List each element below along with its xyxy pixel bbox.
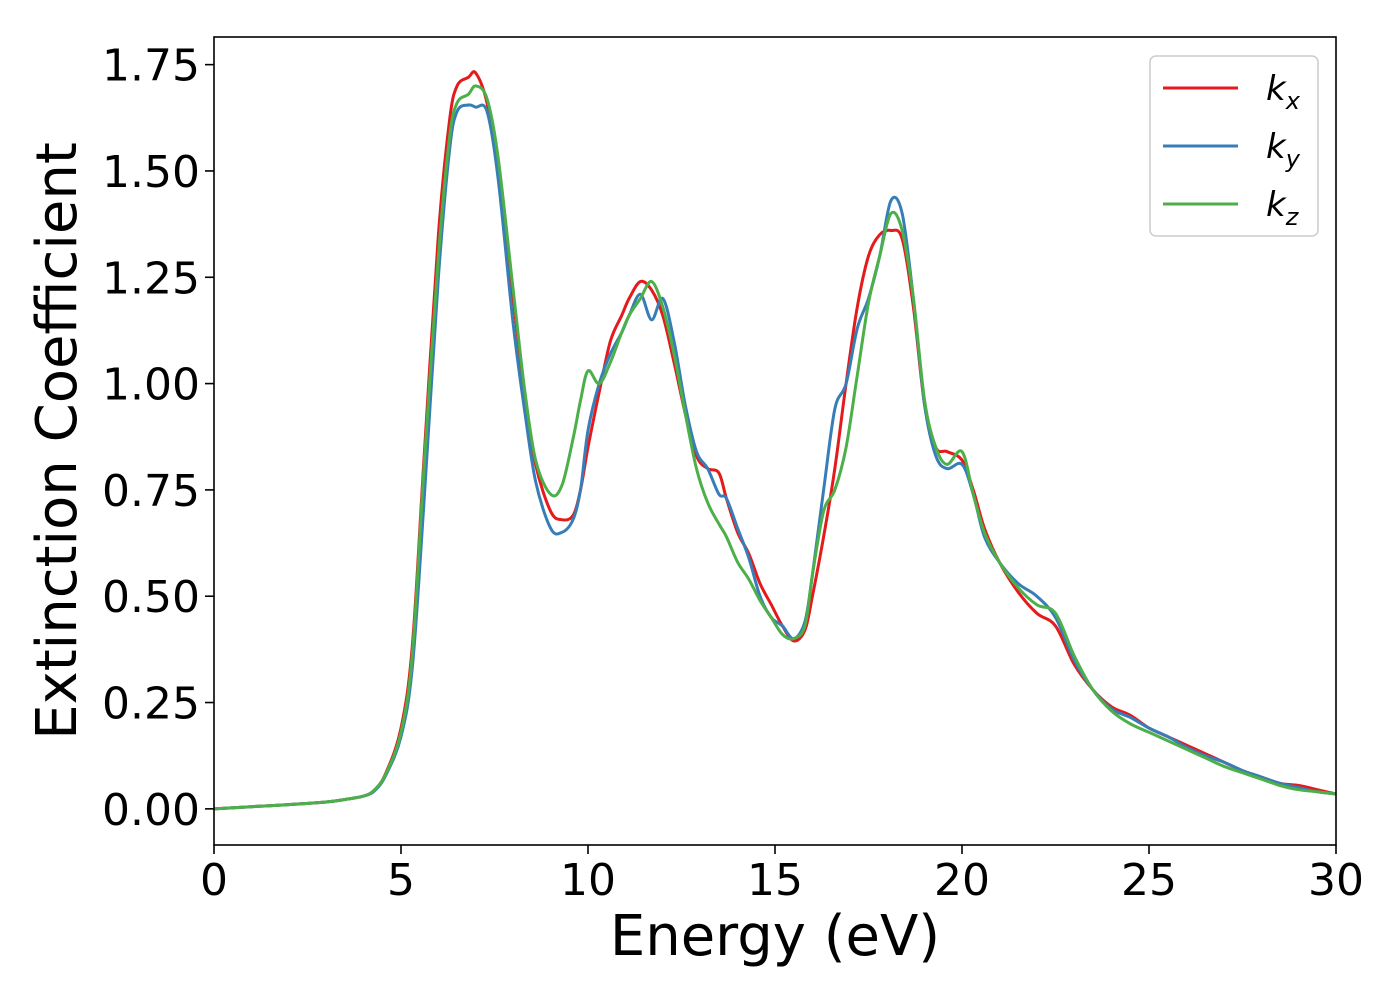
x-axis: 0 5 10 15 20 25 30 [200, 845, 1364, 906]
x-tick-label: 30 [1308, 855, 1364, 906]
y-tick-label: 0.00 [102, 785, 200, 836]
y-tick-label: 0.75 [102, 466, 200, 517]
x-tick-label: 5 [387, 855, 415, 906]
legend-label-y: ky [1266, 127, 1301, 173]
x-tick-label: 15 [747, 855, 803, 906]
legend: kx ky kz [1149, 55, 1319, 237]
series-layer [213, 70, 1337, 811]
x-tick-label: 20 [934, 855, 990, 906]
y-tick-label: 0.25 [102, 679, 200, 730]
y-tick-label: 1.00 [102, 360, 200, 411]
series-line-k-z [213, 84, 1337, 811]
y-tick-label: 0.50 [102, 572, 200, 623]
legend-label-x: kx [1266, 69, 1301, 115]
y-tick-label: 1.50 [102, 147, 200, 198]
y-tick-label: 1.75 [102, 41, 200, 92]
y-axis: 0.00 0.25 0.50 0.75 1.00 1.25 1.50 1.75 [102, 41, 214, 836]
x-tick-label: 10 [560, 855, 616, 906]
x-axis-title: Energy (eV) [610, 904, 940, 969]
y-tick-label: 1.25 [102, 253, 200, 304]
legend-label-z: kz [1266, 185, 1300, 231]
y-axis-title: Extinction Coefficient [25, 142, 90, 740]
x-tick-label: 0 [200, 855, 228, 906]
plot-background [214, 37, 1336, 845]
x-tick-label: 25 [1121, 855, 1177, 906]
